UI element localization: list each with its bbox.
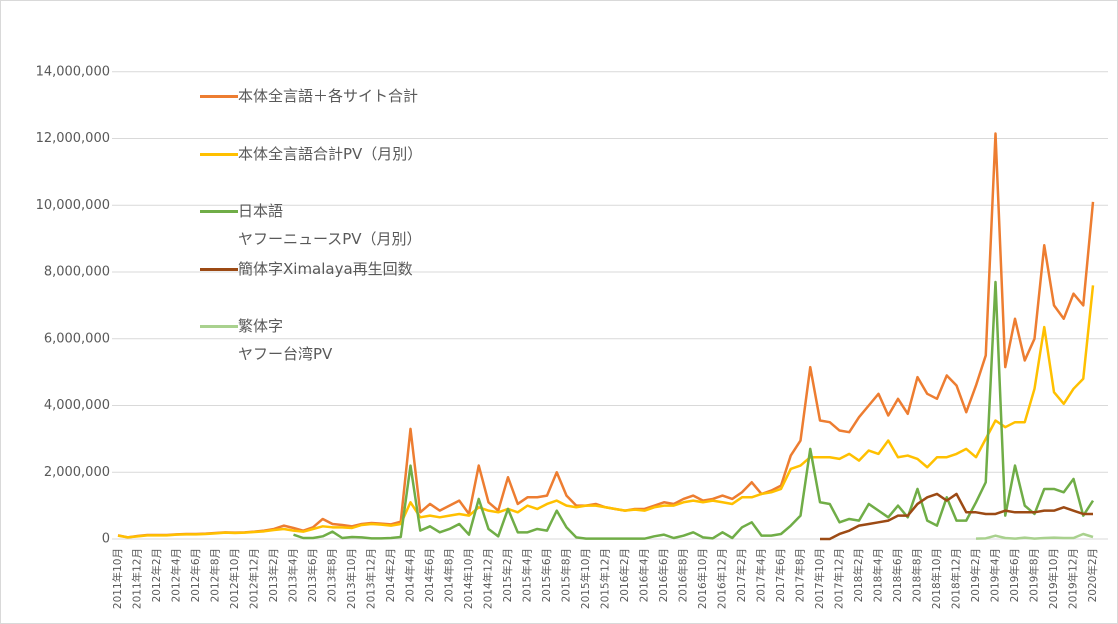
x-tick-label: 2016年4月 <box>638 548 651 602</box>
legend-entry: 繁体字 ヤフー台湾PV <box>200 315 332 368</box>
x-tick-label: 2014年8月 <box>443 548 456 602</box>
x-tick-label: 2017年6月 <box>774 548 787 602</box>
x-tick-label: 2017年4月 <box>755 548 768 602</box>
x-tick-label: 2015年10月 <box>579 548 592 609</box>
x-tick-label: 2011年12月 <box>131 548 144 609</box>
y-tick-label: 4,000,000 <box>44 398 110 413</box>
x-tick-label: 2016年6月 <box>657 548 670 602</box>
legend-label: 日本語 ヤフーニュースPV（月別） <box>238 202 422 248</box>
y-tick-label: 8,000,000 <box>44 265 110 280</box>
x-tick-label: 2019年10月 <box>1047 548 1060 609</box>
x-tick-label: 2014年10月 <box>462 548 475 609</box>
x-tick-label: 2014年6月 <box>423 548 436 602</box>
legend-swatch <box>200 267 238 271</box>
x-tick-label: 2014年2月 <box>384 548 397 602</box>
y-tick-label: 6,000,000 <box>44 331 110 346</box>
x-tick-label: 2016年8月 <box>677 548 690 602</box>
x-tick-label: 2015年4月 <box>521 548 534 602</box>
legend: 本体全言語＋各サイト合計 本体全言語合計PV（月別） 日本語 ヤフーニュースPV（月… <box>200 0 600 400</box>
x-tick-label: 2019年12月 <box>1067 548 1080 609</box>
x-tick-label: 2012年4月 <box>170 548 183 602</box>
legend-entry: 簡体字Ximalaya再生回数 <box>200 258 413 283</box>
x-tick-label: 2011年10月 <box>111 548 124 609</box>
y-tick-label: 12,000,000 <box>36 131 110 146</box>
x-tick-label: 2012年2月 <box>150 548 163 602</box>
x-tick-label: 2018年6月 <box>891 548 904 602</box>
y-tick-label: 2,000,000 <box>44 465 110 480</box>
x-tick-label: 2013年4月 <box>287 548 300 602</box>
x-tick-label: 2019年2月 <box>969 548 982 602</box>
x-tick-label: 2017年2月 <box>735 548 748 602</box>
x-tick-label: 2018年10月 <box>930 548 943 609</box>
series-line <box>820 492 1093 541</box>
x-tick-label: 2012年6月 <box>189 548 202 602</box>
x-tick-label: 2018年2月 <box>852 548 865 602</box>
x-tick-label: 2015年6月 <box>540 548 553 602</box>
legend-label: 本体全言語＋各サイト合計 <box>238 87 419 105</box>
legend-swatch <box>200 152 238 156</box>
legend-label: 本体全言語合計PV（月別） <box>238 144 423 163</box>
x-tick-label: 2019年4月 <box>989 548 1002 602</box>
x-tick-label: 2015年12月 <box>599 548 612 609</box>
x-tick-label: 2013年8月 <box>326 548 339 602</box>
series-line <box>975 532 1094 540</box>
legend-label: 繁体字 ヤフー台湾PV <box>238 317 333 363</box>
x-tick-label: 2019年8月 <box>1028 548 1041 602</box>
x-tick-label: 2012年10月 <box>228 548 241 609</box>
x-tick-label: 2015年8月 <box>560 548 573 602</box>
x-tick-label: 2013年6月 <box>306 548 319 602</box>
x-tick-label: 2013年2月 <box>267 548 280 602</box>
y-tick-label: 10,000,000 <box>36 198 110 213</box>
legend-swatch <box>200 95 238 98</box>
x-tick-label: 2016年2月 <box>618 548 631 602</box>
series-line <box>293 280 1095 540</box>
legend-swatch <box>200 210 238 213</box>
legend-entry: 日本語 ヤフーニュースPV（月別） <box>200 200 422 253</box>
x-tick-label: 2015年2月 <box>501 548 514 602</box>
legend-label: 簡体字Ximalaya再生回数 <box>238 259 413 278</box>
x-tick-label: 2018年12月 <box>950 548 963 609</box>
legend-swatch <box>200 325 238 328</box>
x-tick-label: 2017年10月 <box>813 548 826 609</box>
x-tick-label: 2017年8月 <box>794 548 807 602</box>
y-tick-label: 14,000,000 <box>36 64 110 79</box>
x-tick-label: 2020年2月 <box>1086 548 1099 602</box>
x-tick-label: 2016年10月 <box>696 548 709 609</box>
x-tick-label: 2013年12月 <box>365 548 378 609</box>
x-tick-label: 2018年4月 <box>872 548 885 602</box>
x-tick-label: 2012年8月 <box>209 548 222 602</box>
legend-entry: 本体全言語合計PV（月別） <box>200 143 422 168</box>
y-tick-label: 0 <box>102 532 110 547</box>
x-tick-label: 2014年12月 <box>482 548 495 609</box>
legend-entry: 本体全言語＋各サイト合計 <box>200 85 418 110</box>
x-tick-label: 2013年10月 <box>345 548 358 609</box>
x-tick-label: 2016年12月 <box>716 548 729 609</box>
x-tick-label: 2012年12月 <box>248 548 261 609</box>
x-tick-label: 2019年6月 <box>1008 548 1021 602</box>
x-tick-label: 2017年12月 <box>833 548 846 609</box>
x-tick-label: 2014年4月 <box>404 548 417 602</box>
x-tick-label: 2018年8月 <box>911 548 924 602</box>
series-line <box>117 285 1095 539</box>
